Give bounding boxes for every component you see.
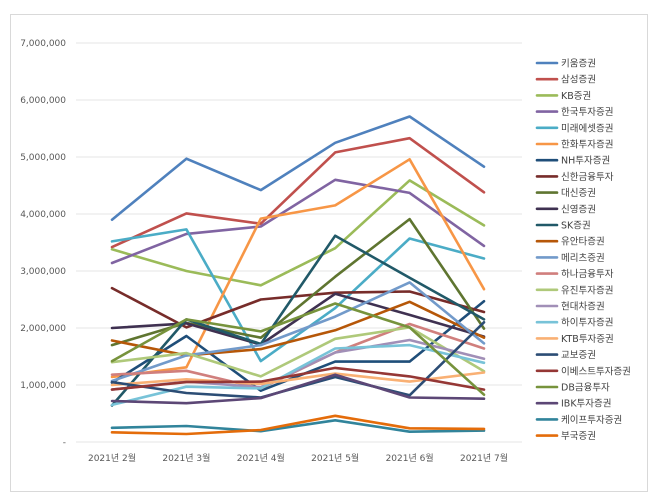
legend-item: 메리츠증권 [535,252,605,264]
series-line-23 [110,418,486,434]
legend-item: 한국투자증권 [535,106,613,118]
x-tick-label: 2021년 3월 [162,452,210,464]
legend-item: KB증권 [535,90,591,102]
legend-item: 삼성증권 [535,74,596,86]
legend-item: 교보증권 [535,349,596,361]
series-line-8 [110,286,486,329]
series-line-24 [110,414,486,436]
legend-label: 교보증권 [561,349,596,361]
legend-label: 현대차증권 [561,301,605,313]
y-axis-ticks: - 1,000,000 2,000,000 3,000,000 4,000,000 5,0… [20,39,66,448]
legend-item: 유진투자증권 [535,284,613,296]
legend-label: 신영증권 [561,203,596,215]
legend-label: IBK투자증권 [561,398,612,410]
legend-item: 한화투자증권 [535,139,613,151]
series-line-15 [110,326,486,378]
series-layer [110,115,486,436]
legend-item: IBK투자증권 [535,398,612,410]
series-line-1 [110,115,486,221]
legend-label: 키움증권 [561,58,596,70]
legend-label: 메리츠증권 [561,252,605,264]
chart-frame [10,14,648,492]
legend-label: DB금융투자 [561,383,610,394]
legend-item: DB금융투자 [535,383,610,394]
legend-label: 유안타증권 [561,236,605,248]
series-line-6 [110,158,486,379]
legend-item: 부국증권 [535,430,596,442]
series-line-20 [110,366,486,391]
legend-item: SK증권 [535,220,591,232]
legend-label: KB증권 [561,90,591,102]
y-tick-label: 4,000,000 [20,210,66,220]
series-line-11 [110,234,486,407]
legend-item: 이베스트투자증권 [535,365,631,377]
legend-label: NH투자증권 [561,155,610,167]
legend-item: NH투자증권 [535,155,610,167]
x-tick-label: 2021년 5월 [311,452,359,464]
legend-item: 현대차증권 [535,301,605,313]
x-tick-label: 2021년 7월 [460,452,508,464]
series-line-12 [110,300,486,357]
legend-label: 한화투자증권 [561,139,613,151]
legend-label: SK증권 [561,220,591,232]
y-tick-label: 6,000,000 [20,96,66,106]
series-line-22 [110,373,486,405]
x-axis-ticks: 2021년 2월 2021년 3월 2021년 4월 2021년 5월 2021년 6월… [88,452,508,464]
legend-item: 대신증권 [535,187,596,199]
legend-label: 삼성증권 [561,74,596,86]
series-line-4 [110,178,486,265]
series-line-2 [110,136,486,249]
legend-label: 부국증권 [561,430,596,442]
legend-item: 하나금융투자 [535,268,614,280]
legend-label: 미래에셋증권 [561,122,613,134]
y-tick-label: 7,000,000 [20,39,66,49]
y-tick-label: 3,000,000 [20,267,66,277]
series-line-13 [110,281,486,383]
y-tick-label: 2,000,000 [20,324,66,334]
series-line-21 [110,302,486,397]
legend-item: KTB투자증권 [535,333,614,345]
series-line-5 [110,228,486,363]
series-line-10 [110,292,486,346]
legend-label: KTB투자증권 [561,333,614,345]
legend-item: 유안타증권 [535,236,605,248]
legend-item: 케이프투자증권 [535,414,622,426]
legend-item: 신한금융투자 [535,172,614,183]
series-line-3 [110,179,486,287]
legend-item: 미래에셋증권 [535,122,613,134]
y-tick-label: 5,000,000 [20,153,66,163]
series-line-18 [110,371,486,387]
legend-label: 유진투자증권 [561,284,613,296]
legend-item: 키움증권 [535,58,596,70]
legend-label: 한국투자증권 [561,106,613,118]
legend-label: 대신증권 [561,187,596,199]
legend-item: 신영증권 [535,203,596,215]
series-line-17 [110,343,486,407]
x-tick-label: 2021년 4월 [237,452,285,464]
legend-label: 케이프투자증권 [561,414,622,426]
legend-item: 하이투자증권 [535,317,613,329]
y-tick-label: - [63,438,66,448]
legend-label: 하나금융투자 [561,268,614,280]
legend-label: 신한금융투자 [561,172,614,183]
legend-label: 이베스트투자증권 [561,365,631,377]
x-tick-label: 2021년 2월 [88,452,136,464]
series-line-9 [110,217,486,347]
legend-label: 하이투자증권 [561,317,613,329]
series-line-7 [110,299,486,393]
x-tick-label: 2021년 6월 [386,452,434,464]
y-tick-label: 1,000,000 [20,381,66,391]
